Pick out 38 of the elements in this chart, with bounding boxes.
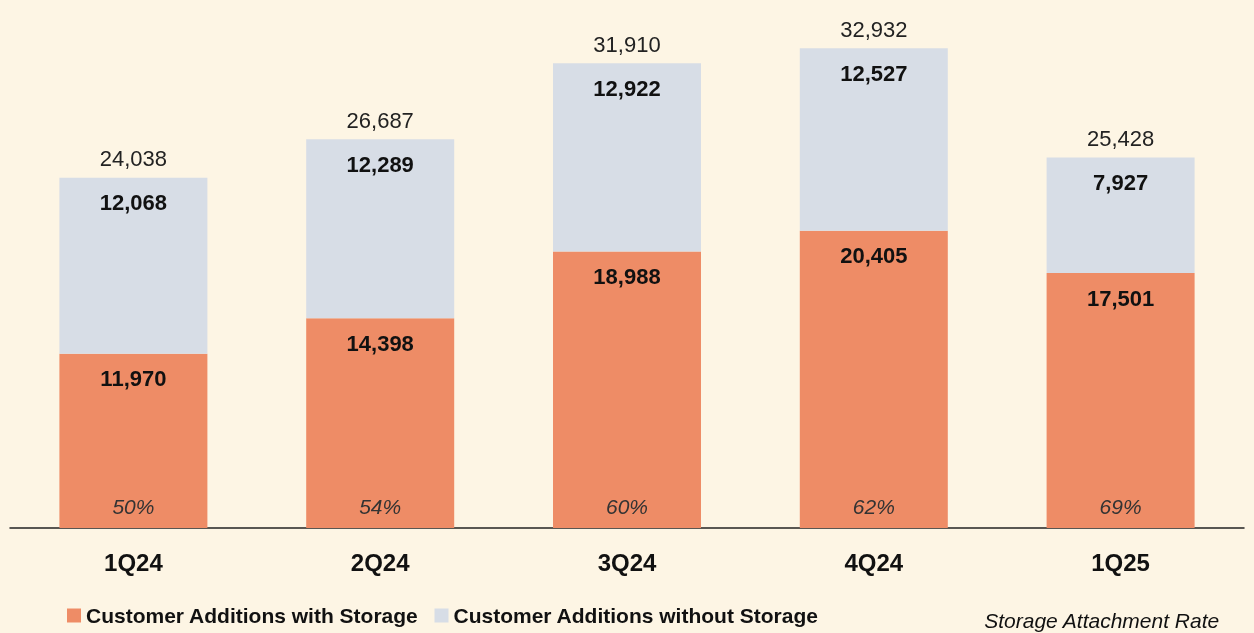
x-tick-label: 4Q24 [844,548,904,576]
data-label: 18,988 [593,263,661,289]
bar [306,139,455,319]
data-label: 17,501 [1086,285,1155,311]
data-label: 20,405 [840,243,908,269]
annotation: 69% [1099,494,1142,518]
x-tick-label: 1Q24 [104,548,164,576]
bar [1046,157,1195,274]
data-label: 14,398 [346,330,414,356]
total-label: 26,687 [346,107,414,133]
x-tick-label: 2Q24 [350,548,411,576]
x-tick-label: 1Q25 [1091,548,1150,576]
total-label: 31,910 [593,31,661,57]
data-label: 7,927 [1093,170,1149,196]
total-label: 24,038 [99,146,168,172]
bar [553,63,701,252]
bar [59,177,208,354]
annotation: 50% [112,494,155,518]
bar [1046,273,1195,528]
bar [553,251,701,528]
bar [799,230,948,528]
bar [306,318,455,528]
annotation: 62% [852,494,895,518]
text: Storage Attachment Rate [984,609,1220,632]
bar [59,353,208,528]
annotation: 54% [359,494,402,518]
legend-label: Customer Additions with Storage [86,604,418,627]
bar [799,48,948,231]
data-label: 12,527 [840,60,908,86]
annotation: 60% [605,494,649,518]
data-label: 12,922 [593,75,661,101]
legend-label: Customer Additions without Storage [453,604,818,627]
data-label: 12,289 [346,151,414,177]
x-tick-label: 3Q24 [597,548,657,576]
data-label: 12,068 [99,190,168,216]
total-label: 25,428 [1086,126,1155,152]
data-label: 11,970 [100,366,167,392]
total-label: 32,932 [840,16,908,42]
